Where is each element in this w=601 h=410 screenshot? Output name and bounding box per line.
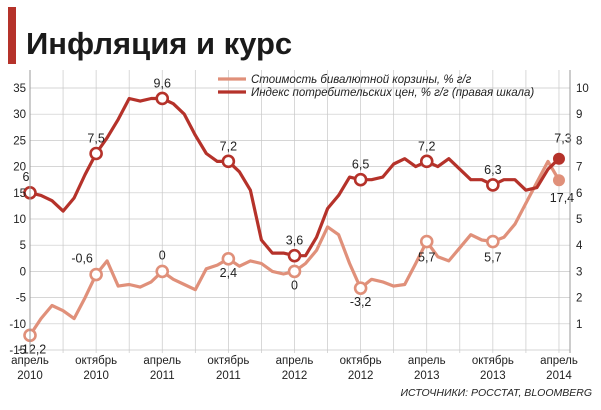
x-tick-month: апрель	[540, 355, 578, 367]
x-tick-year: 2012	[282, 370, 308, 382]
cpi-data-label: 3,6	[286, 234, 303, 248]
left-tick-label: 10	[13, 214, 26, 226]
x-tick-month: октябрь	[472, 355, 514, 367]
x-tick-year: 2013	[414, 370, 440, 382]
x-tick-month: октябрь	[75, 355, 117, 367]
cpi-point-marker	[155, 91, 170, 106]
cpi-point-marker	[89, 146, 103, 161]
basket-data-label: -3,2	[350, 295, 372, 309]
left-tick-label: 35	[13, 83, 26, 95]
x-tick-year: 2010	[17, 370, 43, 382]
source-note: ИСТОЧНИКИ: РОССТАТ, BLOOMBERG	[401, 387, 592, 399]
cpi-data-label: 7,5	[87, 132, 104, 146]
x-tick-month: апрель	[408, 355, 446, 367]
basket-data-label: 2,4	[220, 266, 237, 280]
left-tick-label: -5	[16, 293, 26, 305]
x-tick-month: октябрь	[207, 355, 249, 367]
x-tick-month: апрель	[276, 355, 314, 367]
x-tick-month: апрель	[143, 355, 181, 367]
right-tick-label: 6	[576, 188, 582, 200]
chart-title: Инфляция и курс	[26, 26, 292, 61]
x-tick-month: октябрь	[340, 355, 382, 367]
x-tick-year: 2012	[348, 370, 374, 382]
basket-point-marker	[221, 252, 236, 266]
cpi-data-label: 7,3	[554, 132, 571, 146]
cpi-data-label: 6,3	[484, 163, 501, 177]
cpi-data-label: 7,2	[418, 139, 435, 153]
legend-label-basket: Стоимость бивалютной корзины, % г/г	[251, 74, 472, 86]
cpi-point-marker	[353, 172, 368, 187]
cpi-data-label: 9,6	[154, 76, 171, 90]
left-tick-label: 5	[20, 240, 26, 252]
basket-point-marker	[486, 234, 500, 249]
cpi-point-marker	[419, 154, 434, 169]
basket-end-marker	[552, 174, 565, 187]
right-tick-label: 8	[576, 135, 582, 147]
left-tick-label: 0	[20, 266, 26, 278]
basket-data-label: 5,7	[484, 251, 501, 265]
left-tick-label: -15	[9, 345, 26, 357]
title-accent-bar	[8, 7, 16, 64]
right-tick-label: 2	[576, 293, 582, 305]
basket-data-label: -0,6	[71, 252, 93, 266]
cpi-point-marker	[221, 154, 236, 169]
x-tick-month: апрель	[11, 355, 49, 367]
left-tick-label: -10	[9, 319, 26, 331]
basket-data-label: 5,7	[418, 251, 435, 265]
left-tick-label: 25	[13, 135, 26, 147]
cpi-data-label: 6	[23, 170, 30, 184]
basket-data-label: 0	[291, 278, 298, 292]
right-tick-label: 4	[576, 240, 583, 252]
cpi-data-label: 7,2	[220, 139, 237, 153]
basket-point-marker	[353, 281, 368, 295]
cpi-point-marker	[486, 178, 500, 192]
basket-point-marker	[287, 264, 302, 279]
x-tick-year: 2011	[150, 370, 175, 382]
left-tick-label: 20	[13, 162, 26, 174]
basket-point-marker	[419, 234, 434, 249]
x-tick-year: 2014	[546, 370, 572, 382]
right-tick-label: 7	[576, 162, 582, 174]
right-tick-label: 10	[576, 83, 589, 95]
x-tick-year: 2011	[216, 370, 241, 382]
basket-point-marker	[89, 267, 103, 282]
legend-label-cpi: Индекс потребительских цен, % г/г (права…	[251, 87, 534, 99]
basket-data-label: -12,2	[18, 342, 47, 356]
right-tick-label: 9	[576, 109, 582, 121]
cpi-end-marker	[552, 152, 565, 165]
basket-data-label: 0	[159, 248, 166, 262]
basket-point-marker	[155, 264, 170, 279]
x-tick-year: 2013	[480, 370, 506, 382]
x-tick-year: 2010	[83, 370, 109, 382]
right-tick-label: 5	[576, 214, 582, 226]
basket-data-label: 17,4	[550, 191, 574, 205]
right-tick-label: 1	[576, 319, 582, 331]
left-tick-label: 30	[13, 109, 26, 121]
cpi-point-marker	[287, 248, 302, 263]
right-tick-label: 3	[576, 266, 582, 278]
cpi-data-label: 6,5	[352, 158, 369, 172]
left-tick-label: 15	[13, 188, 26, 200]
